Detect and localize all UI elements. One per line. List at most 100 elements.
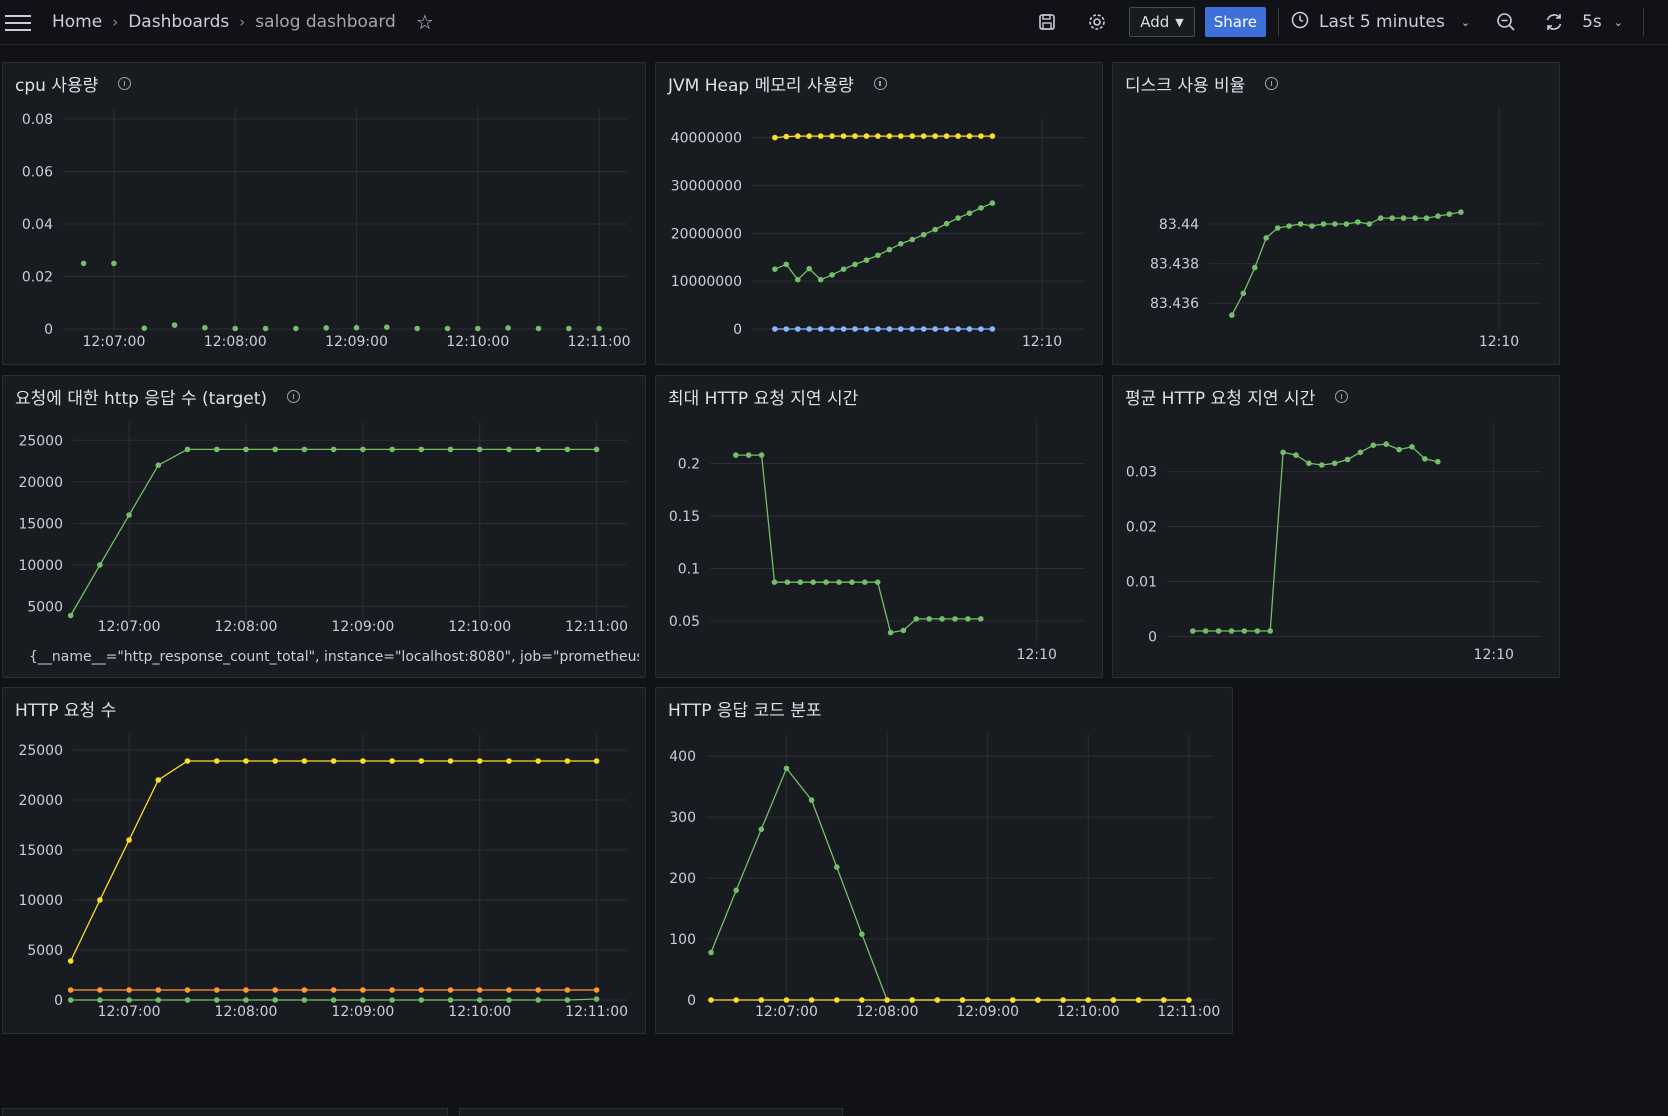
data-point[interactable] [1355,219,1361,225]
data-point[interactable] [823,579,829,585]
data-point[interactable] [272,758,279,764]
data-point[interactable] [214,987,220,993]
data-point[interactable] [1331,460,1338,467]
data-point[interactable] [943,133,950,139]
data-point[interactable] [564,987,571,993]
data-point[interactable] [67,958,74,964]
panel-avg-latency[interactable]: 평균 HTTP 요청 지연 시간 0 0.01 0.02 0.03 12:10 [1112,375,1560,678]
data-point[interactable] [934,997,941,1003]
data-point[interactable] [943,326,950,332]
data-point[interactable] [808,797,815,803]
data-point[interactable] [564,446,571,453]
data-point[interactable] [184,446,191,453]
data-point[interactable] [959,997,966,1003]
data-point[interactable] [795,133,801,139]
add-button[interactable]: Add ▼ [1129,7,1195,37]
data-point[interactable] [943,220,950,227]
data-point[interactable] [966,326,973,332]
data-point[interactable] [476,997,483,1003]
data-point[interactable] [909,236,916,243]
panel-title[interactable]: 최대 HTTP 요청 지연 시간 [668,384,858,409]
data-point[interactable] [353,324,360,331]
panel-title[interactable]: 디스크 사용 비율 [1125,71,1279,96]
data-point[interactable] [1458,209,1464,215]
data-point[interactable] [772,134,778,141]
data-point[interactable] [1423,215,1430,221]
info-icon[interactable] [1265,77,1279,90]
data-point[interactable] [214,997,220,1003]
data-point[interactable] [875,252,881,259]
data-point[interactable] [272,446,279,453]
data-point[interactable] [1332,221,1338,227]
data-point[interactable] [955,326,961,332]
info-icon[interactable] [873,77,887,90]
data-point[interactable] [414,325,421,332]
data-point[interactable] [126,997,132,1003]
data-point[interactable] [301,446,308,453]
data-point[interactable] [1383,441,1389,447]
data-point[interactable] [932,133,938,139]
data-point[interactable] [564,997,571,1003]
data-point[interactable] [783,326,790,332]
data-point[interactable] [886,246,893,253]
data-point[interactable] [418,446,425,453]
data-point[interactable] [978,205,984,211]
data-point[interactable] [593,758,600,764]
data-point[interactable] [874,579,881,585]
data-point[interactable] [155,462,162,468]
data-point[interactable] [126,512,132,518]
data-point[interactable] [886,326,893,332]
data-point[interactable] [476,446,483,453]
refresh-icon[interactable] [1540,8,1568,36]
data-point[interactable] [1306,460,1312,467]
data-point[interactable] [475,325,481,332]
data-point[interactable] [1085,997,1092,1003]
data-point[interactable] [330,446,337,453]
data-point[interactable] [564,758,571,764]
data-point[interactable] [840,133,847,139]
data-point[interactable] [535,997,541,1003]
data-point[interactable] [418,987,425,993]
data-point[interactable] [989,133,996,139]
panel-title[interactable]: HTTP 응답 코드 분포 [668,696,822,721]
data-point[interactable] [330,987,337,993]
data-point[interactable] [447,997,454,1003]
data-point[interactable] [859,931,865,937]
data-point[interactable] [262,325,269,332]
data-point[interactable] [829,326,835,332]
data-point[interactable] [909,326,916,332]
data-point[interactable] [1344,456,1351,463]
data-point[interactable] [126,987,132,993]
data-point[interactable] [243,758,249,764]
data-point[interactable] [301,997,308,1003]
data-point[interactable] [384,324,390,331]
data-point[interactable] [389,446,395,453]
data-point[interactable] [506,987,512,993]
data-point[interactable] [836,579,842,585]
data-point[interactable] [360,446,366,453]
data-point[interactable] [1035,997,1041,1003]
data-point[interactable] [795,276,801,283]
data-point[interactable] [272,987,279,993]
data-point[interactable] [360,997,366,1003]
data-point[interactable] [900,627,907,634]
breadcrumb-home[interactable]: Home [52,12,103,32]
data-point[interactable] [783,997,790,1003]
panel-title[interactable]: cpu 사용량 [15,71,132,96]
data-point[interactable] [323,325,330,331]
data-point[interactable] [875,133,881,139]
panel-jvm-heap[interactable]: JVM Heap 메모리 사용량 0 10000000 20000000 300000… [655,62,1103,365]
data-point[interactable] [758,452,765,458]
data-point[interactable] [360,987,366,993]
data-point[interactable] [155,987,162,993]
menu-icon[interactable] [5,12,31,31]
data-point[interactable] [852,261,858,268]
data-point[interactable] [772,326,778,332]
data-point[interactable] [566,325,572,332]
panel-http-codes[interactable]: HTTP 응답 코드 분포 0 100 200 300 400 12:07:00 12:08… [655,687,1233,1034]
data-point[interactable] [920,231,927,238]
data-point[interactable] [920,133,927,139]
data-point[interactable] [955,133,961,139]
data-point[interactable] [783,765,790,772]
data-point[interactable] [97,997,103,1003]
